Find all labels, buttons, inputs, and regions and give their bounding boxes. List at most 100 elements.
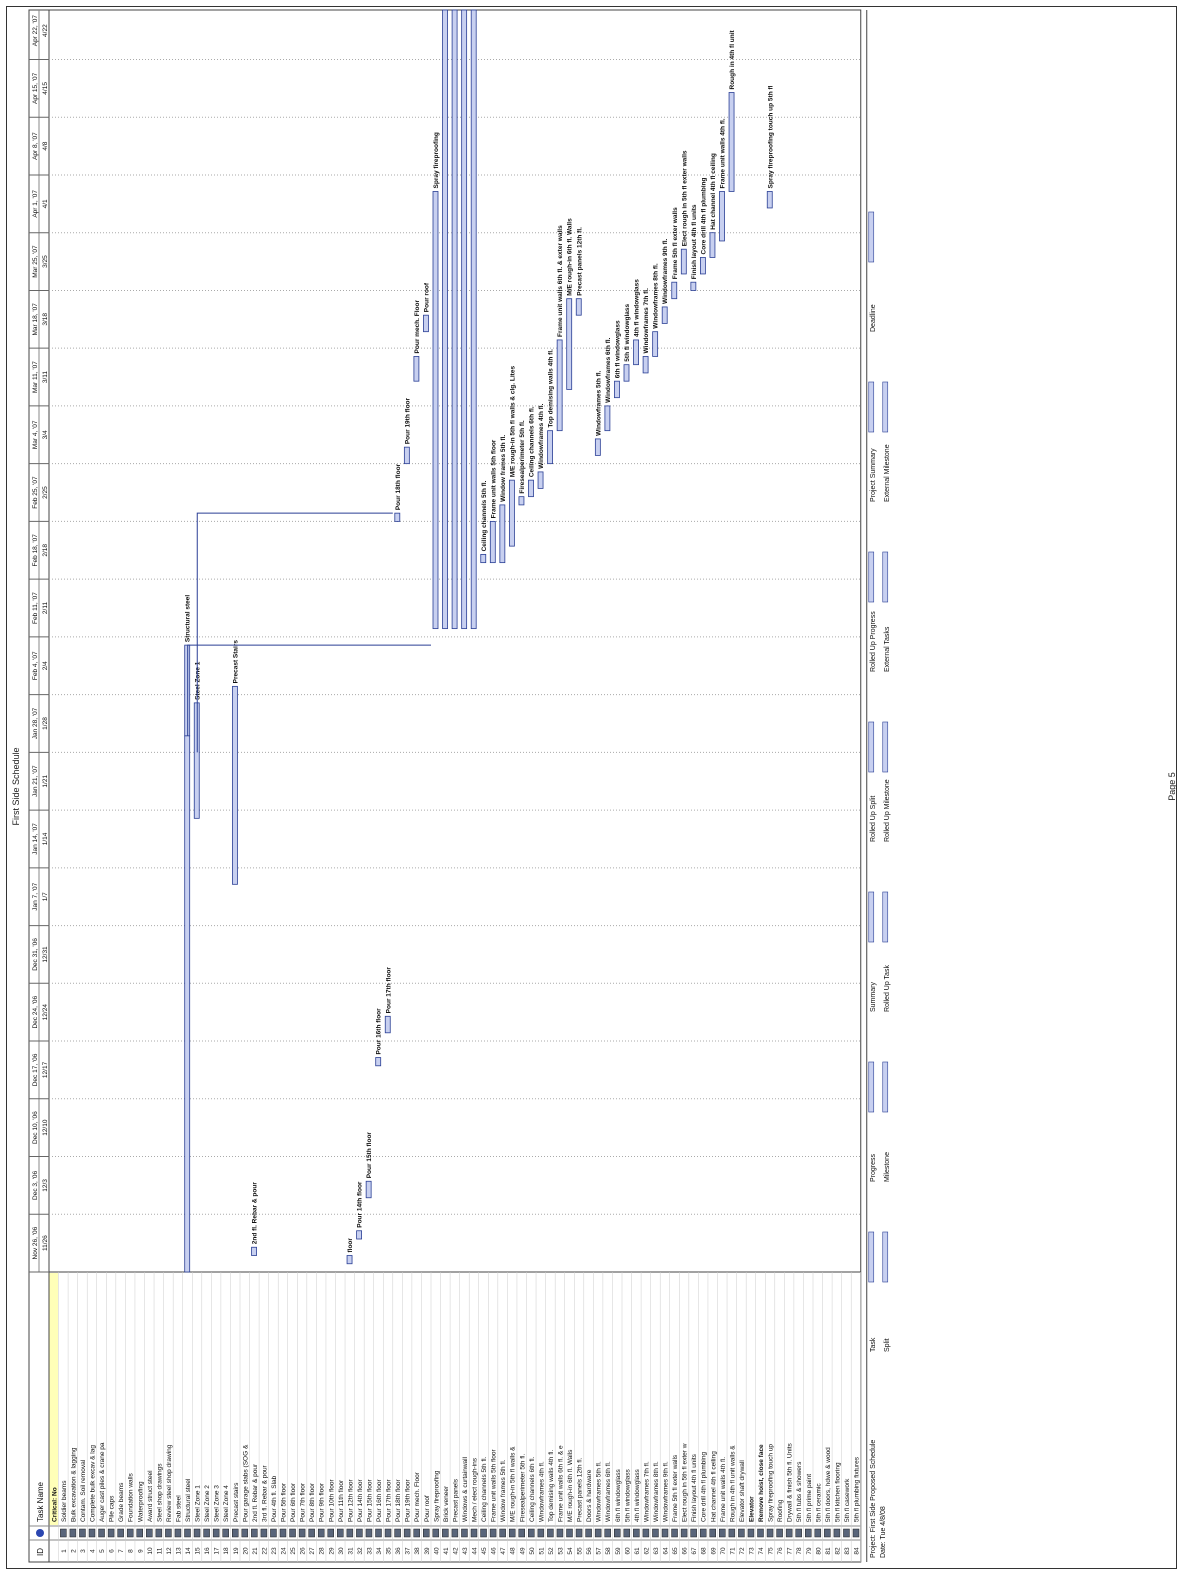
continuing-task-bar xyxy=(451,9,458,630)
day-label: 12/24 xyxy=(42,1004,49,1021)
task-indicator-icon xyxy=(680,1528,688,1538)
day-label: 12/3 xyxy=(42,1179,49,1192)
task-name: Bulk excavation & lagging xyxy=(70,1447,77,1522)
week-label: Feb 25, '07 xyxy=(32,476,39,509)
day-label: 3/18 xyxy=(42,313,49,326)
row-id: 80 xyxy=(815,1547,822,1555)
task-name: Firesealperimeter 5th fl. xyxy=(519,1454,526,1522)
task-indicator-icon xyxy=(289,1528,296,1538)
page-number: Page 5 xyxy=(1167,772,1177,801)
legend-label: Rolled Up Progress xyxy=(870,611,877,672)
task-name: Pile caps xyxy=(109,1495,116,1522)
task-bar xyxy=(766,191,773,209)
legend-swatch xyxy=(868,551,875,603)
legend-label: Milestone xyxy=(884,1152,891,1182)
task-bar-label: Frame unit walls 5th floor xyxy=(490,439,497,518)
task-name: Steel shop drawings xyxy=(156,1463,163,1522)
row-id: 47 xyxy=(500,1547,507,1555)
legend-swatch xyxy=(882,1061,889,1113)
task-name: Roofing xyxy=(777,1499,784,1522)
row-id: 14 xyxy=(185,1547,192,1555)
row-id: 67 xyxy=(691,1547,698,1555)
row-id: 4 xyxy=(90,1549,97,1553)
row-id: 11 xyxy=(156,1547,163,1554)
task-indicator-icon xyxy=(241,1528,249,1538)
footer-date: Date: Tue 4/8/08 xyxy=(880,1506,887,1558)
task-indicator-icon xyxy=(547,1528,554,1538)
task-name: Pour 12th floor xyxy=(347,1479,354,1522)
task-name: 5th fl doors, hdwe & wood xyxy=(825,1447,832,1522)
task-bar-label: Windowframes 4th fl. xyxy=(538,403,545,469)
dependency-link xyxy=(196,512,393,753)
task-bar xyxy=(604,405,611,432)
task-indicator-icon xyxy=(852,1528,860,1538)
task-bar xyxy=(547,430,553,465)
day-label: 4/1 xyxy=(42,199,49,208)
legend-label: Deadline xyxy=(870,304,877,332)
task-name: Pour 17th floor xyxy=(386,1479,393,1522)
row-highlight xyxy=(49,1273,59,1525)
task-bar xyxy=(528,479,534,498)
task-indicator-icon xyxy=(604,1528,611,1538)
task-bar-label: Window frames 5th fl. xyxy=(500,435,507,502)
row-id: 1 xyxy=(61,1549,68,1553)
row-id: 21 xyxy=(252,1547,259,1555)
task-name: Pour 18th floor xyxy=(395,1479,402,1522)
task-indicator-icon xyxy=(824,1528,831,1538)
task-name: Windowframes 8th fl. xyxy=(653,1461,660,1522)
task-indicator-icon xyxy=(757,1528,764,1538)
row-id: 84 xyxy=(854,1547,861,1555)
task-name: Pour 19th floor xyxy=(405,1479,412,1522)
task-bar xyxy=(423,314,429,333)
week-label: Jan 14, '07 xyxy=(32,823,39,855)
legend-label: Rolled Up Task xyxy=(884,965,891,1012)
row-id: 56 xyxy=(586,1547,593,1555)
row-id: 42 xyxy=(452,1547,459,1555)
row-id: 19 xyxy=(233,1547,240,1555)
task-name: Mech / elect rough-ins xyxy=(472,1457,479,1522)
week-label: Dec 17, '06 xyxy=(32,1053,39,1086)
week-label: Jan 21, '07 xyxy=(32,765,39,797)
task-name: M/E rough-in 6th fl. Walls xyxy=(567,1449,574,1522)
row-id: 30 xyxy=(338,1547,345,1555)
row-id: 37 xyxy=(405,1547,412,1555)
row-id: 62 xyxy=(643,1547,650,1555)
day-label: 11/26 xyxy=(42,1235,49,1251)
task-bar xyxy=(700,257,706,275)
day-label: 12/31 xyxy=(42,946,49,963)
task-name: Waterproofing xyxy=(137,1481,144,1522)
task-indicator-icon xyxy=(785,1528,793,1538)
task-indicator-icon xyxy=(671,1528,678,1538)
task-name: Pour 8th floor xyxy=(309,1482,316,1522)
row-id: 25 xyxy=(290,1547,297,1555)
task-indicator-icon xyxy=(843,1528,850,1538)
week-label: Apr 22, '07 xyxy=(32,15,39,47)
task-bar-label: Ceiling channels 5th fl. xyxy=(481,480,488,551)
task-name: Pour 9th floor xyxy=(319,1482,326,1522)
row-id: 71 xyxy=(729,1547,736,1555)
task-indicator-icon xyxy=(652,1528,659,1538)
task-name: 5th fl plumbing fixtures xyxy=(854,1456,861,1522)
task-indicator-icon xyxy=(107,1528,115,1538)
day-label: 2/4 xyxy=(42,661,49,670)
task-indicator-icon xyxy=(346,1528,354,1538)
task-bar-label: 5th fl windowglass xyxy=(624,304,631,362)
task-bar-label: Precast Stairs xyxy=(232,640,239,684)
day-label: 2/25 xyxy=(42,486,49,499)
task-name: Spray fireproofing touch up xyxy=(768,1444,775,1522)
legend-swatch xyxy=(868,381,875,433)
task-bar xyxy=(365,1180,372,1199)
task-name: 5th fl prime paint xyxy=(806,1474,813,1522)
task-bar-label: Core drill 4th fl plumbing xyxy=(700,178,707,255)
task-name: Critical: No xyxy=(51,1487,58,1522)
task-bar-label: Spray fireproofing xyxy=(433,132,440,188)
task-bar-label: Pour mech. Floor xyxy=(414,300,421,354)
task-name: Remove hoist, close face xyxy=(758,1444,765,1522)
task-indicator-icon xyxy=(126,1528,134,1538)
task-name: Elevator shaft drywall xyxy=(739,1460,746,1522)
task-indicator-icon xyxy=(203,1528,210,1538)
task-indicator-icon xyxy=(442,1528,449,1538)
task-name: Pour mech. Floor xyxy=(414,1471,421,1522)
legend-label: External Tasks xyxy=(884,626,891,672)
row-id: 23 xyxy=(271,1547,278,1555)
